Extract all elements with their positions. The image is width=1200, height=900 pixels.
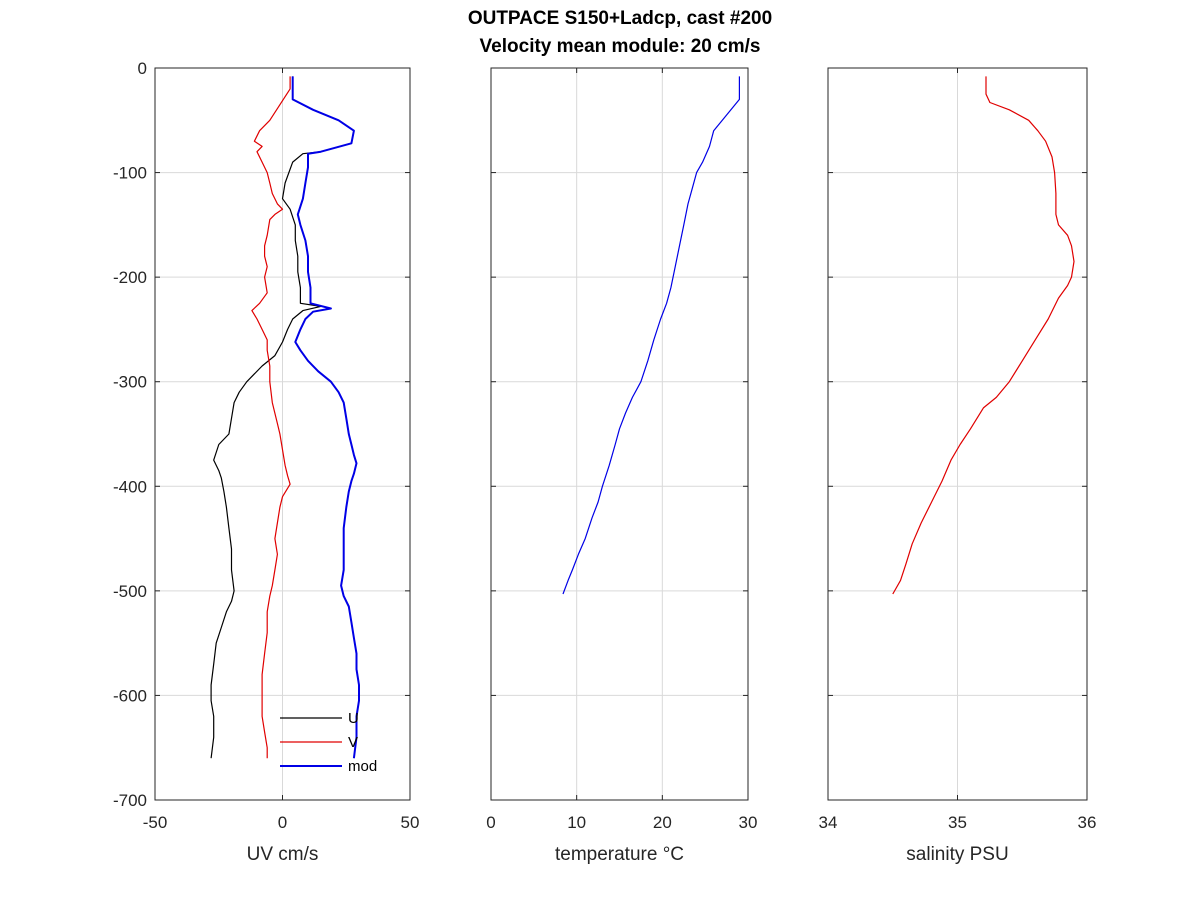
- y-tick-label: -400: [113, 477, 147, 496]
- x-axis-label: salinity PSU: [906, 844, 1008, 865]
- series-line-v: [251, 76, 291, 759]
- y-tick-label: -500: [113, 582, 147, 601]
- temperature-panel: 0 10 20 30 temperature °C: [486, 67, 758, 865]
- x-tick-label: 34: [819, 813, 838, 832]
- axes-frame: [490, 67, 749, 801]
- y-tick-label: -300: [113, 373, 147, 392]
- x-axis-label: temperature °C: [555, 844, 684, 865]
- legend-label-v: V: [348, 734, 358, 751]
- y-tick-label: -600: [113, 686, 147, 705]
- x-tick-label: -50: [143, 813, 168, 832]
- y-tick-label: -700: [113, 791, 147, 810]
- x-tick-label: 10: [567, 813, 586, 832]
- y-tick-label: 0: [138, 59, 147, 78]
- x-tick-label: 36: [1078, 813, 1097, 832]
- figure-title-line-1: OUTPACE S150+Ladcp, cast #200: [468, 8, 772, 29]
- salinity-panel: 34 35 36 salinity PSU: [819, 67, 1097, 865]
- series-line-profile-1: [562, 76, 741, 595]
- x-axis-label: UV cm/s: [247, 844, 319, 865]
- legend-label-u: U: [348, 710, 359, 727]
- x-tick-label: 35: [948, 813, 967, 832]
- x-tick-label: 30: [739, 813, 758, 832]
- x-tick-label: 0: [278, 813, 287, 832]
- y-tick-label: -100: [113, 164, 147, 183]
- y-tick-label: -200: [113, 268, 147, 287]
- legend-label-mod: mod: [348, 758, 377, 775]
- series-line-u: [210, 76, 355, 759]
- x-tick-label: 50: [401, 813, 420, 832]
- x-tick-label: 20: [653, 813, 672, 832]
- series-line-mod: [291, 76, 360, 759]
- series-line-profile-2: [892, 76, 1075, 595]
- figure-title-line-2: Velocity mean module: 20 cm/s: [480, 36, 761, 57]
- x-tick-label: 0: [486, 813, 495, 832]
